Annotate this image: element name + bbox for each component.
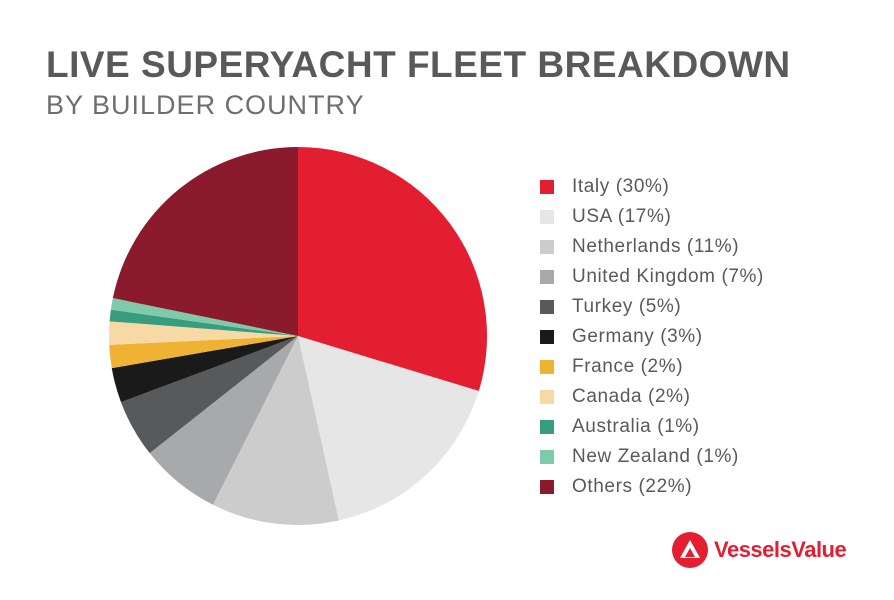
pie-slice — [109, 336, 299, 369]
brand-name: VesselsValue — [714, 537, 847, 562]
pie-slice — [110, 298, 298, 336]
legend-item: USA (17%) — [540, 202, 764, 232]
pie-slice — [298, 336, 479, 521]
legend-label: United Kingdom (7%) — [572, 266, 764, 287]
chart-title: LIVE SUPERYACHT FLEET BREAKDOWN — [46, 44, 791, 85]
pie-slice — [109, 321, 298, 345]
chart-subtitle: BY BUILDER COUNTRY — [46, 90, 365, 120]
legend-swatch — [540, 240, 554, 254]
legend-label: Netherlands (11%) — [572, 236, 740, 257]
legend-label: Italy (30%) — [572, 176, 670, 197]
vesselsvalue-logo-icon — [672, 532, 708, 568]
legend-item: Turkey (5%) — [540, 292, 764, 322]
legend-item: Australia (1%) — [540, 412, 764, 442]
legend-label: Canada (2%) — [572, 386, 691, 407]
pie-slice — [212, 336, 339, 526]
legend-label: Turkey (5%) — [572, 296, 682, 317]
legend-label: USA (17%) — [572, 206, 672, 227]
legend-swatch — [540, 270, 554, 284]
legend-item: Others (22%) — [540, 472, 764, 502]
legend-item: United Kingdom (7%) — [540, 262, 764, 292]
legend-swatch — [540, 180, 554, 194]
legend-item: Italy (30%) — [540, 172, 764, 202]
brand-logo: VesselsValue — [672, 532, 847, 568]
legend-item: New Zealand (1%) — [540, 442, 764, 472]
pie-slice — [111, 336, 298, 403]
legend-swatch — [540, 420, 554, 434]
legend-item: Canada (2%) — [540, 382, 764, 412]
legend-swatch — [540, 360, 554, 374]
pie-slice — [109, 309, 298, 336]
legend-label: Others (22%) — [572, 476, 693, 497]
pie-slice — [149, 336, 298, 505]
legend-label: New Zealand (1%) — [572, 446, 739, 467]
legend-swatch — [540, 390, 554, 404]
legend-swatch — [540, 450, 554, 464]
legend-swatch — [540, 210, 554, 224]
legend-swatch — [540, 330, 554, 344]
legend-swatch — [540, 480, 554, 494]
pie-slice — [120, 336, 299, 454]
legend-item: Germany (3%) — [540, 322, 764, 352]
legend-swatch — [540, 300, 554, 314]
legend-label: Australia (1%) — [572, 416, 700, 437]
legend-label: Germany (3%) — [572, 326, 703, 347]
legend-item: Netherlands (11%) — [540, 232, 764, 262]
legend-label: France (2%) — [572, 356, 684, 377]
pie-slice — [112, 147, 298, 336]
legend-item: France (2%) — [540, 352, 764, 382]
pie-slice — [298, 147, 488, 392]
chart-legend: Italy (30%) USA (17%) Netherlands (11%) Uni… — [540, 172, 764, 502]
